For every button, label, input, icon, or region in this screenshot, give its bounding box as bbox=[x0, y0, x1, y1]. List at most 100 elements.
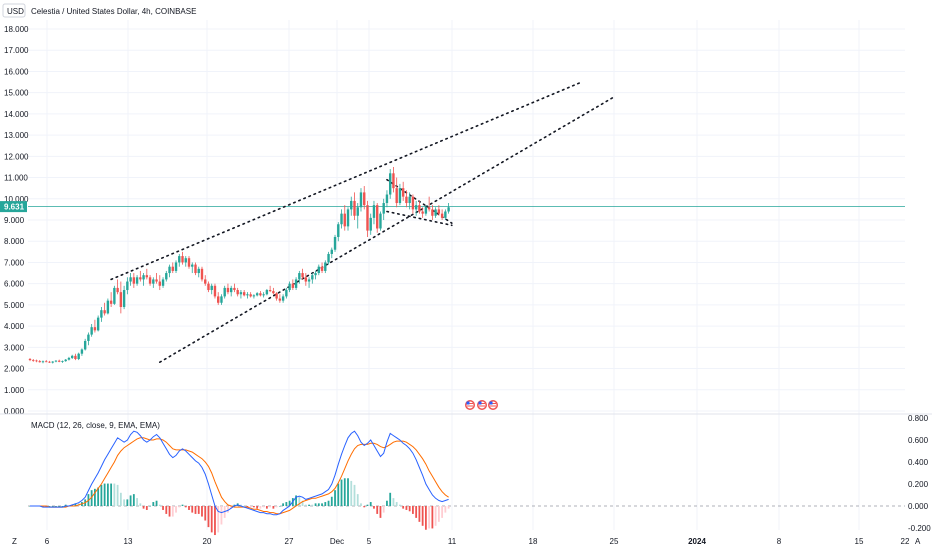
candle-body bbox=[178, 256, 181, 263]
us-flag-icon[interactable] bbox=[488, 400, 498, 410]
macd-hist-bar bbox=[272, 506, 275, 509]
candle-body bbox=[301, 273, 304, 278]
candle-body bbox=[246, 294, 249, 296]
price-tick-label: 3.000 bbox=[4, 343, 25, 352]
macd-hist-bar bbox=[437, 506, 440, 522]
macd-hist-bar bbox=[217, 506, 220, 533]
candle-body bbox=[213, 285, 217, 297]
macd-tick-label: 0.400 bbox=[908, 458, 929, 467]
candle-body bbox=[239, 292, 243, 295]
event-markers[interactable] bbox=[465, 400, 498, 410]
macd-hist-bar bbox=[123, 499, 126, 506]
candle-body bbox=[168, 266, 171, 274]
macd-hist-bar bbox=[441, 506, 444, 518]
candle-body bbox=[268, 290, 272, 292]
candle-body bbox=[421, 211, 424, 214]
candle-body bbox=[382, 203, 385, 214]
candle-body bbox=[145, 275, 149, 278]
candle-body bbox=[285, 290, 288, 297]
time-tick-label: 2024 bbox=[688, 537, 706, 546]
symbol-title: Celestia / United States Dollar, 4h, COI… bbox=[31, 7, 196, 16]
candle-body bbox=[48, 361, 51, 363]
macd-hist-bar bbox=[132, 494, 135, 506]
price-tick-label: 15.000 bbox=[4, 89, 29, 98]
candle-body bbox=[327, 253, 330, 263]
candle-body bbox=[272, 291, 275, 294]
macd-hist-bar bbox=[295, 495, 297, 506]
us-flag-icon[interactable] bbox=[477, 400, 487, 410]
candle-body bbox=[259, 293, 262, 296]
candle-body bbox=[129, 277, 132, 282]
candle-body bbox=[174, 262, 178, 271]
macd-hist-bar bbox=[110, 483, 113, 506]
candle-body bbox=[418, 205, 421, 212]
macd-hist-bar bbox=[55, 506, 57, 507]
candle-body bbox=[398, 188, 402, 204]
chart-header: USD Celestia / United States Dollar, 4h,… bbox=[2, 3, 196, 18]
price-tick-label: 2.000 bbox=[4, 365, 25, 374]
macd-hist-bar bbox=[301, 500, 304, 506]
corner-right-label[interactable]: A bbox=[915, 537, 921, 546]
candle-body bbox=[281, 296, 285, 301]
macd-hist-bar bbox=[207, 506, 210, 528]
macd-hist-bar bbox=[191, 506, 194, 513]
macd-hist-bar bbox=[265, 506, 268, 509]
candle-body bbox=[236, 290, 239, 295]
candle-body bbox=[139, 277, 142, 280]
macd-tick-label: 0.200 bbox=[908, 480, 929, 489]
macd-y-axis: -0.200 0.000 0.200 0.400 0.600 0.800 bbox=[908, 414, 931, 533]
candle-body bbox=[356, 207, 359, 216]
candle-body bbox=[314, 273, 317, 276]
macd-hist-bar bbox=[431, 506, 434, 529]
price-tick-label: 1.000 bbox=[4, 386, 25, 395]
macd-hist-bar bbox=[253, 506, 255, 508]
price-tick-label: 4.000 bbox=[4, 322, 25, 331]
time-tick-label: 13 bbox=[124, 537, 133, 546]
candle-body bbox=[340, 213, 343, 225]
candle-body bbox=[366, 205, 369, 231]
macd-hist-bar bbox=[204, 506, 207, 521]
time-tick-label: 6 bbox=[45, 537, 50, 546]
candle-body bbox=[233, 287, 236, 291]
macd-hist-bar bbox=[220, 506, 223, 525]
macd-hist-bar bbox=[395, 502, 398, 506]
candle-body bbox=[376, 205, 379, 229]
candle-body bbox=[181, 256, 184, 263]
time-x-axis: 6 13 20 27 Dec 5 11 18 25 2024 8 15 22 bbox=[45, 537, 910, 546]
macd-tick-label: 0.600 bbox=[908, 436, 929, 445]
candle-body bbox=[41, 361, 45, 363]
macd-hist-bar bbox=[201, 506, 203, 517]
candle-body bbox=[64, 359, 67, 362]
chart-grid bbox=[28, 20, 905, 530]
candle-body bbox=[229, 287, 233, 293]
currency-box[interactable] bbox=[2, 3, 26, 18]
candle-body bbox=[379, 213, 382, 229]
time-tick-label: 20 bbox=[203, 537, 212, 546]
candle-body bbox=[395, 188, 398, 204]
macd-hist-bar bbox=[175, 506, 177, 513]
trendlines[interactable] bbox=[110, 81, 615, 363]
macd-hist-bar bbox=[139, 503, 142, 506]
macd-hist-bar bbox=[116, 484, 119, 506]
us-flag-icon[interactable] bbox=[465, 400, 475, 410]
candle-body bbox=[184, 258, 187, 263]
macd-hist-bar bbox=[311, 504, 314, 506]
price-tick-label: 14.000 bbox=[4, 110, 29, 119]
macd-hist-bar bbox=[74, 503, 77, 506]
price-tick-label: 7.000 bbox=[4, 258, 25, 267]
macd-hist-bar bbox=[304, 504, 307, 506]
candle-body bbox=[103, 310, 106, 314]
price-tick-label: 12.000 bbox=[4, 152, 29, 161]
candle-body bbox=[67, 357, 71, 360]
candle-body bbox=[330, 249, 333, 254]
candle-body bbox=[350, 200, 353, 210]
candle-body bbox=[210, 285, 213, 291]
candle-body bbox=[385, 194, 389, 204]
macd-hist-bar bbox=[113, 483, 116, 506]
macd-hist-bar bbox=[379, 506, 382, 518]
time-tick-label: 22 bbox=[901, 537, 910, 546]
price-badge-value: 9.631 bbox=[4, 203, 25, 212]
candle-body bbox=[132, 277, 136, 284]
corner-left-label[interactable]: Z bbox=[12, 537, 17, 546]
